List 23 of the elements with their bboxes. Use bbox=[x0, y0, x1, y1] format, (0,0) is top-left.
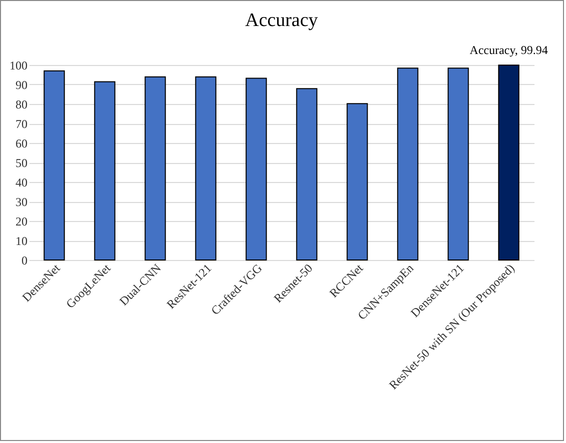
bar bbox=[94, 81, 116, 260]
y-tick-label: 70 bbox=[16, 117, 28, 131]
bar bbox=[346, 103, 368, 260]
bar bbox=[296, 88, 318, 260]
bar bbox=[448, 68, 469, 260]
bar bbox=[397, 68, 418, 260]
y-tick-label: 30 bbox=[16, 195, 28, 209]
bar bbox=[195, 76, 216, 260]
chart-title: Accuracy bbox=[245, 10, 318, 32]
y-tick-label: 100 bbox=[10, 58, 28, 72]
y-tick-label: 90 bbox=[16, 78, 28, 92]
y-tick-label: 0 bbox=[22, 254, 28, 268]
y-tick-label: 20 bbox=[16, 214, 28, 228]
bar bbox=[498, 64, 520, 260]
y-tick-label: 40 bbox=[16, 176, 28, 190]
y-tick-label: 10 bbox=[16, 234, 28, 248]
y-tick-label: 80 bbox=[16, 98, 28, 112]
y-tick-label: 50 bbox=[16, 156, 28, 170]
bar bbox=[246, 78, 267, 260]
data-label: Accuracy, 99.94 bbox=[470, 43, 548, 58]
y-tick-label: 60 bbox=[16, 136, 28, 150]
bar bbox=[144, 76, 166, 260]
bar bbox=[44, 70, 65, 260]
